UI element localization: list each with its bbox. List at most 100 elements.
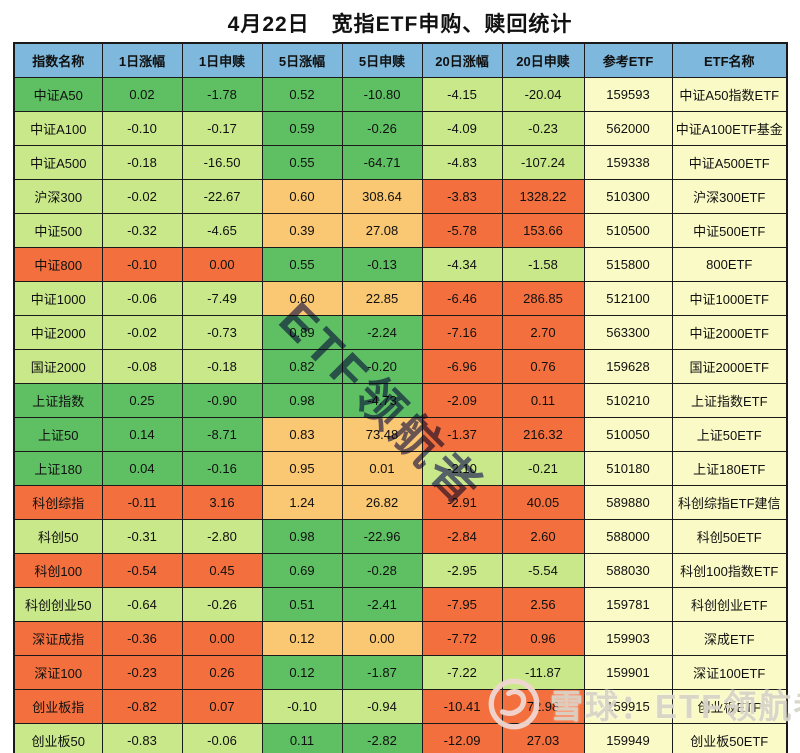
value-cell: -3.83 bbox=[421, 179, 503, 214]
value-cell: -0.23 bbox=[501, 111, 585, 146]
column-header: 1日申赎 bbox=[181, 42, 263, 78]
value-cell: -22.96 bbox=[341, 519, 423, 554]
value-cell: 3.16 bbox=[181, 485, 263, 520]
value-cell: -0.16 bbox=[181, 451, 263, 486]
value-cell: -0.10 bbox=[101, 247, 183, 282]
table-row: 中证2000 -0.02 -0.73 0.89 -2.24 -7.16 2.70 563300… bbox=[13, 315, 788, 350]
index-name-cell: 上证180 bbox=[13, 451, 103, 486]
table-row: 中证800 -0.10 0.00 0.55 -0.13 -4.34 -1.58 515800 8… bbox=[13, 247, 788, 282]
value-cell: 0.55 bbox=[261, 247, 343, 282]
value-cell: -0.83 bbox=[101, 723, 183, 753]
value-cell: 0.14 bbox=[101, 417, 183, 452]
header-row: 指数名称 1日涨幅 1日申赎 5日涨幅 5日申赎 20日涨幅 20日申赎 参考ETF ETF名称 bbox=[13, 42, 788, 78]
table-row: 科创综指 -0.11 3.16 1.24 26.82 -2.91 40.05 589880 科创… bbox=[13, 485, 788, 520]
index-name-cell: 中证1000 bbox=[13, 281, 103, 316]
value-cell: 159903 bbox=[583, 621, 673, 656]
value-cell: -0.32 bbox=[101, 213, 183, 248]
value-cell: -0.26 bbox=[181, 587, 263, 622]
value-cell: -0.08 bbox=[101, 349, 183, 384]
etf-name-cell: 深成ETF bbox=[671, 621, 788, 656]
value-cell: 0.52 bbox=[261, 77, 343, 112]
value-cell: -2.80 bbox=[181, 519, 263, 554]
column-header: 20日申赎 bbox=[501, 42, 585, 78]
index-name-cell: 创业板50 bbox=[13, 723, 103, 753]
value-cell: -2.24 bbox=[341, 315, 423, 350]
value-cell: -4.83 bbox=[421, 145, 503, 180]
value-cell: -0.28 bbox=[341, 553, 423, 588]
value-cell: 216.32 bbox=[501, 417, 585, 452]
column-header: 1日涨幅 bbox=[101, 42, 183, 78]
etf-name-cell: 国证2000ETF bbox=[671, 349, 788, 384]
value-cell: 73.48 bbox=[341, 417, 423, 452]
etf-name-cell: 上证50ETF bbox=[671, 417, 788, 452]
value-cell: 510300 bbox=[583, 179, 673, 214]
value-cell: 40.05 bbox=[501, 485, 585, 520]
etf-name-cell: 深证100ETF bbox=[671, 655, 788, 690]
value-cell: -8.71 bbox=[181, 417, 263, 452]
value-cell: -0.21 bbox=[501, 451, 585, 486]
value-cell: -4.73 bbox=[341, 383, 423, 418]
value-cell: -0.90 bbox=[181, 383, 263, 418]
etf-name-cell: 中证500ETF bbox=[671, 213, 788, 248]
value-cell: -11.87 bbox=[501, 655, 585, 690]
table-body: 中证A50 0.02 -1.78 0.52 -10.80 -4.15 -20.04 15959… bbox=[13, 77, 788, 753]
value-cell: -5.78 bbox=[421, 213, 503, 248]
etf-name-cell: 创业板50ETF bbox=[671, 723, 788, 753]
value-cell: -0.94 bbox=[341, 689, 423, 724]
value-cell: 159781 bbox=[583, 587, 673, 622]
table-row: 科创100 -0.54 0.45 0.69 -0.28 -2.95 -5.54 588030 科… bbox=[13, 553, 788, 588]
column-header: 5日申赎 bbox=[341, 42, 423, 78]
value-cell: 1.24 bbox=[261, 485, 343, 520]
value-cell: -0.54 bbox=[101, 553, 183, 588]
etf-name-cell: 中证1000ETF bbox=[671, 281, 788, 316]
value-cell: -0.10 bbox=[101, 111, 183, 146]
value-cell: -12.09 bbox=[421, 723, 503, 753]
value-cell: 510210 bbox=[583, 383, 673, 418]
table-row: 中证A100 -0.10 -0.17 0.59 -0.26 -4.09 -0.23 56200… bbox=[13, 111, 788, 146]
etf-name-cell: 沪深300ETF bbox=[671, 179, 788, 214]
value-cell: 27.03 bbox=[501, 723, 585, 753]
value-cell: 510500 bbox=[583, 213, 673, 248]
index-name-cell: 上证指数 bbox=[13, 383, 103, 418]
value-cell: -7.22 bbox=[421, 655, 503, 690]
value-cell: 1328.22 bbox=[501, 179, 585, 214]
value-cell: -1.87 bbox=[341, 655, 423, 690]
value-cell: -10.41 bbox=[421, 689, 503, 724]
column-header: 5日涨幅 bbox=[261, 42, 343, 78]
etf-table: 指数名称 1日涨幅 1日申赎 5日涨幅 5日申赎 20日涨幅 20日申赎 参考ETF ETF名称… bbox=[13, 42, 788, 753]
value-cell: -0.64 bbox=[101, 587, 183, 622]
value-cell: -5.54 bbox=[501, 553, 585, 588]
value-cell: 0.96 bbox=[501, 621, 585, 656]
value-cell: -1.37 bbox=[421, 417, 503, 452]
etf-name-cell: 中证A100ETF基金 bbox=[671, 111, 788, 146]
index-name-cell: 科创50 bbox=[13, 519, 103, 554]
value-cell: -4.15 bbox=[421, 77, 503, 112]
value-cell: 515800 bbox=[583, 247, 673, 282]
index-name-cell: 中证A100 bbox=[13, 111, 103, 146]
value-cell: -0.82 bbox=[101, 689, 183, 724]
value-cell: -2.84 bbox=[421, 519, 503, 554]
column-header: 指数名称 bbox=[13, 42, 103, 78]
etf-name-cell: 科创综指ETF建信 bbox=[671, 485, 788, 520]
index-name-cell: 科创综指 bbox=[13, 485, 103, 520]
etf-name-cell: 中证2000ETF bbox=[671, 315, 788, 350]
value-cell: -0.18 bbox=[181, 349, 263, 384]
value-cell: -1.78 bbox=[181, 77, 263, 112]
value-cell: -4.09 bbox=[421, 111, 503, 146]
value-cell: 2.60 bbox=[501, 519, 585, 554]
index-name-cell: 上证50 bbox=[13, 417, 103, 452]
etf-name-cell: 科创100指数ETF bbox=[671, 553, 788, 588]
value-cell: 562000 bbox=[583, 111, 673, 146]
value-cell: -7.16 bbox=[421, 315, 503, 350]
table-row: 中证A50 0.02 -1.78 0.52 -10.80 -4.15 -20.04 15959… bbox=[13, 77, 788, 112]
value-cell: 0.26 bbox=[181, 655, 263, 690]
page-title: 4月22日 宽指ETF申购、赎回统计 bbox=[227, 13, 573, 36]
value-cell: 0.25 bbox=[101, 383, 183, 418]
table-row: 科创创业50 -0.64 -0.26 0.51 -2.41 -7.95 2.56 159781… bbox=[13, 587, 788, 622]
value-cell: -0.26 bbox=[341, 111, 423, 146]
table-row: 中证A500 -0.18 -16.50 0.55 -64.71 -4.83 -107.24 1… bbox=[13, 145, 788, 180]
value-cell: 0.60 bbox=[261, 281, 343, 316]
value-cell: -64.71 bbox=[341, 145, 423, 180]
value-cell: -0.10 bbox=[261, 689, 343, 724]
